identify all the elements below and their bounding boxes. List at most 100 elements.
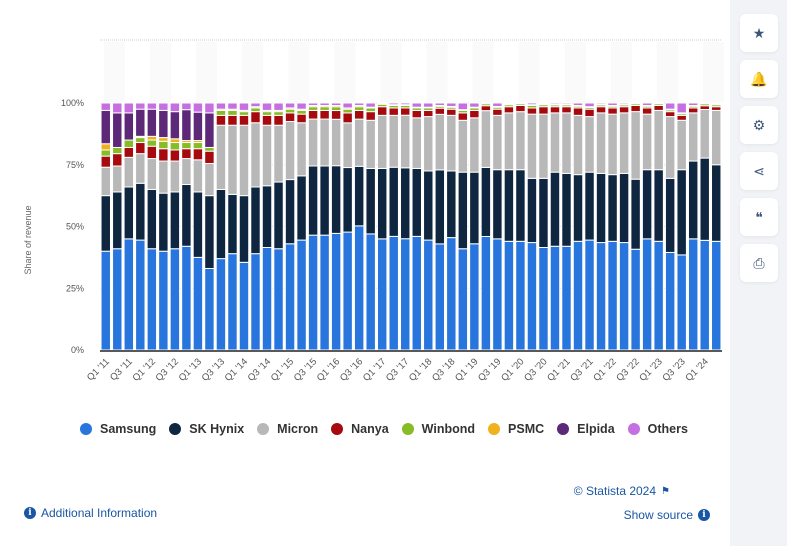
bar-segment-winbond[interactable] bbox=[319, 106, 330, 111]
bar-segment-nanya[interactable] bbox=[457, 112, 469, 121]
bar-segment-micron[interactable] bbox=[365, 119, 376, 169]
bar-segment-others[interactable] bbox=[319, 102, 330, 106]
bar-segment-nanya[interactable] bbox=[699, 105, 710, 110]
bar-segment-samsung[interactable] bbox=[480, 235, 492, 351]
bar-segment-nanya[interactable] bbox=[353, 109, 365, 120]
bar-segment-nanya[interactable] bbox=[434, 107, 446, 115]
bar-segment-micron[interactable] bbox=[400, 114, 411, 169]
bar-segment-others[interactable] bbox=[146, 102, 158, 110]
bar-segment-micron[interactable] bbox=[342, 122, 353, 169]
bar-segment-sk-hynix[interactable] bbox=[215, 188, 227, 260]
bar-segment-winbond[interactable] bbox=[284, 108, 296, 114]
bar-segment-micron[interactable] bbox=[526, 113, 538, 179]
legend-item-nanya[interactable]: Nanya bbox=[331, 422, 389, 436]
bar-segment-samsung[interactable] bbox=[423, 239, 434, 351]
bar-segment-others[interactable] bbox=[169, 102, 181, 113]
bar-segment-micron[interactable] bbox=[676, 119, 687, 171]
bar-segment-micron[interactable] bbox=[169, 160, 181, 193]
bar-segment-sk-hynix[interactable] bbox=[711, 164, 722, 242]
bar-segment-winbond[interactable] bbox=[100, 149, 111, 157]
bar-segment-sk-hynix[interactable] bbox=[515, 169, 526, 242]
bar-segment-samsung[interactable] bbox=[676, 254, 687, 351]
bar-segment-samsung[interactable] bbox=[457, 248, 469, 351]
bar-segment-elpida[interactable] bbox=[192, 111, 204, 142]
quote-button[interactable]: ❝ bbox=[740, 198, 778, 236]
legend-item-samsung[interactable]: Samsung bbox=[80, 422, 156, 436]
bar-segment-others[interactable] bbox=[250, 102, 261, 108]
share-button[interactable]: ⋖ bbox=[740, 152, 778, 190]
bar-segment-winbond[interactable] bbox=[169, 142, 181, 151]
bar-segment-samsung[interactable] bbox=[711, 240, 722, 351]
bar-segment-others[interactable] bbox=[238, 102, 250, 111]
bar-segment-nanya[interactable] bbox=[227, 114, 238, 126]
bar-segment-samsung[interactable] bbox=[400, 238, 411, 351]
bar-segment-others[interactable] bbox=[100, 102, 111, 111]
bar-segment-micron[interactable] bbox=[273, 124, 284, 183]
bar-segment-nanya[interactable] bbox=[273, 114, 284, 126]
bar-segment-psmc[interactable] bbox=[158, 137, 169, 142]
bar-segment-micron[interactable] bbox=[653, 109, 664, 171]
bar-segment-others[interactable] bbox=[273, 102, 284, 111]
bar-segment-sk-hynix[interactable] bbox=[538, 177, 549, 248]
bar-segment-micron[interactable] bbox=[699, 108, 710, 159]
bar-segment-nanya[interactable] bbox=[411, 109, 422, 119]
bar-segment-sk-hynix[interactable] bbox=[250, 186, 261, 255]
bar-segment-nanya[interactable] bbox=[711, 106, 722, 111]
bar-segment-elpida[interactable] bbox=[169, 111, 181, 140]
bar-segment-elpida[interactable] bbox=[181, 109, 192, 142]
flag-icon[interactable]: ⚑ bbox=[661, 485, 670, 497]
bar-segment-samsung[interactable] bbox=[296, 239, 307, 351]
bar-segment-sk-hynix[interactable] bbox=[653, 169, 664, 242]
bar-segment-micron[interactable] bbox=[353, 118, 365, 167]
bar-segment-micron[interactable] bbox=[146, 158, 158, 190]
bar-segment-nanya[interactable] bbox=[135, 142, 146, 155]
copyright[interactable]: © Statista 2024 ⚑ bbox=[574, 484, 670, 498]
bar-segment-samsung[interactable] bbox=[515, 240, 526, 351]
bar-segment-nanya[interactable] bbox=[653, 104, 664, 111]
bar-segment-others[interactable] bbox=[261, 102, 273, 111]
bar-segment-nanya[interactable] bbox=[515, 104, 526, 113]
bar-segment-sk-hynix[interactable] bbox=[618, 172, 630, 244]
bar-segment-samsung[interactable] bbox=[319, 234, 330, 351]
bar-segment-winbond[interactable] bbox=[181, 142, 192, 150]
bar-segment-sk-hynix[interactable] bbox=[204, 195, 215, 269]
bar-segment-nanya[interactable] bbox=[584, 108, 595, 118]
bar-segment-others[interactable] bbox=[215, 102, 227, 110]
bar-segment-micron[interactable] bbox=[238, 124, 250, 197]
bar-segment-nanya[interactable] bbox=[238, 114, 250, 126]
bar-segment-winbond[interactable] bbox=[330, 106, 342, 112]
bar-segment-others[interactable] bbox=[641, 102, 653, 106]
legend-item-psmc[interactable]: PSMC bbox=[488, 422, 544, 436]
bar-segment-nanya[interactable] bbox=[215, 114, 227, 126]
bar-segment-samsung[interactable] bbox=[284, 243, 296, 351]
bar-segment-sk-hynix[interactable] bbox=[192, 191, 204, 258]
bar-segment-nanya[interactable] bbox=[342, 112, 353, 124]
bar-segment-nanya[interactable] bbox=[181, 148, 192, 160]
bar-segment-sk-hynix[interactable] bbox=[469, 171, 480, 245]
bar-segment-others[interactable] bbox=[227, 102, 238, 110]
star-button[interactable]: ★ bbox=[740, 14, 778, 52]
bar-segment-micron[interactable] bbox=[434, 113, 446, 171]
bar-segment-others[interactable] bbox=[607, 102, 618, 106]
bar-segment-samsung[interactable] bbox=[227, 253, 238, 351]
bar-segment-sk-hynix[interactable] bbox=[400, 167, 411, 240]
bar-segment-micron[interactable] bbox=[158, 160, 169, 194]
bar-segment-sk-hynix[interactable] bbox=[261, 185, 273, 248]
bar-segment-others[interactable] bbox=[618, 102, 630, 105]
bar-segment-winbond[interactable] bbox=[135, 137, 146, 144]
bar-segment-micron[interactable] bbox=[664, 116, 676, 179]
bar-segment-micron[interactable] bbox=[630, 111, 641, 180]
bar-segment-sk-hynix[interactable] bbox=[584, 171, 595, 241]
bar-segment-sk-hynix[interactable] bbox=[641, 169, 653, 240]
bar-segment-nanya[interactable] bbox=[538, 106, 549, 115]
bar-segment-micron[interactable] bbox=[307, 118, 319, 167]
legend-item-elpida[interactable]: Elpida bbox=[557, 422, 615, 436]
bar-segment-micron[interactable] bbox=[112, 165, 123, 193]
bar-segment-elpida[interactable] bbox=[100, 109, 111, 145]
bar-segment-nanya[interactable] bbox=[261, 114, 273, 126]
bar-segment-micron[interactable] bbox=[492, 114, 503, 171]
bar-segment-samsung[interactable] bbox=[215, 258, 227, 351]
bar-segment-sk-hynix[interactable] bbox=[630, 178, 641, 250]
bar-segment-nanya[interactable] bbox=[250, 111, 261, 124]
bar-segment-samsung[interactable] bbox=[365, 233, 376, 351]
